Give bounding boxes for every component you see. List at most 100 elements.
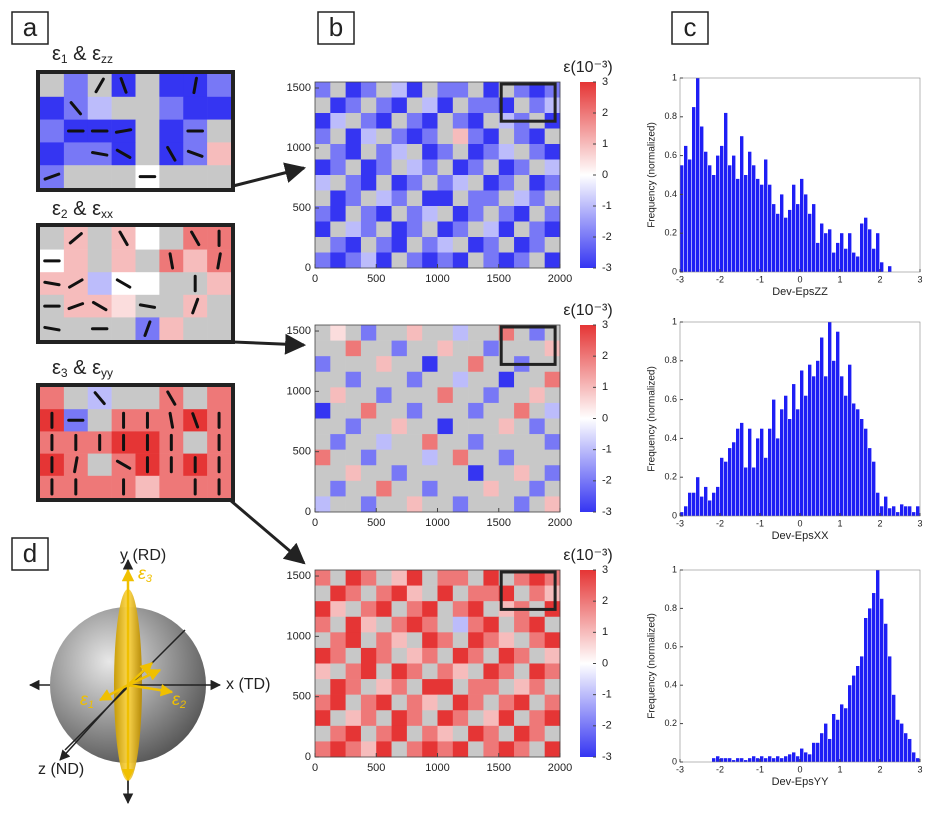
heatmap-cell [468,434,484,450]
histogram-bar [848,364,852,516]
histogram-bar [888,656,892,762]
histogram-bar [828,229,832,272]
heatmap-cell [529,128,545,145]
y-tick-label: 0.8 [664,111,677,121]
missing-cell [529,252,545,269]
histogram-bar [780,194,784,272]
histogram-bar [712,175,716,272]
missing-cell [422,371,438,388]
heatmap-cell [391,679,408,695]
missing-cell [422,418,438,435]
heatmap-cell [498,252,515,269]
missing-cell [330,402,346,419]
missing-cell [63,317,89,341]
missing-cell [514,663,530,680]
missing-cell [391,252,408,269]
heatmap-cell [529,418,545,435]
heatmap-cell [315,570,331,586]
heatmap-cell [498,221,515,238]
missing-cell [452,144,469,160]
heatmap-cell [376,387,392,404]
heatmap-cell [422,434,438,450]
heatmap-cell [422,725,438,742]
histogram-bar [808,213,812,272]
heatmap-cell [544,694,561,711]
x-tick-label: 500 [367,762,385,774]
missing-cell [498,128,515,145]
missing-cell [391,449,408,466]
missing-cell [330,221,346,238]
heatmap-cell [345,252,362,269]
missing-cell [544,480,561,497]
histogram-bar [788,209,792,272]
heatmap-cell [360,496,377,513]
heatmap-cell [452,663,469,680]
histogram-bar [716,756,720,762]
x-tick-label: 1500 [487,273,511,285]
heatmap-cell [468,694,484,711]
histogram-bar [692,492,696,516]
heatmap-cell [406,694,423,711]
missing-cell [183,387,208,410]
heatmap-cell [544,340,561,357]
y-tick-label: 500 [293,202,311,214]
missing-cell [345,601,362,618]
heatmap-cell [406,710,423,727]
heatmap-cell [360,325,377,341]
histogram-bar [844,395,848,516]
eps2-label: ε2 [172,689,186,711]
missing-cell [468,480,484,497]
heatmap-cell [468,725,484,742]
heatmap-cell [544,710,561,727]
x-tick-label: -1 [756,764,764,774]
heatmap-cell [529,632,545,649]
missing-cell [468,741,484,758]
heatmap-cell [452,741,469,758]
histogram-bar [848,233,852,272]
zoom-frame [36,383,235,502]
heatmap-cell [330,434,346,450]
missing-cell [498,402,515,419]
histogram-bar [832,714,836,762]
histogram-bar [712,492,716,516]
missing-cell [514,371,530,388]
x-tick-label: -2 [716,274,724,284]
heatmap-cell [406,128,423,145]
missing-cell [330,128,346,145]
heatmap-cell [544,159,561,176]
missing-cell [468,663,484,680]
histogram-bar [768,756,772,762]
missing-cell [452,237,469,253]
missing-cell [315,434,331,450]
histogram-bar [888,266,892,272]
heatmap-cell [391,82,408,98]
heatmap-cell [40,387,65,410]
heatmap-cell [452,82,469,98]
heatmap-cell [483,144,500,160]
missing-cell [498,190,515,207]
heatmap-cell [376,647,392,664]
missing-cell [468,449,484,466]
heatmap-cell [514,616,530,633]
missing-cell [437,113,454,129]
histogram-bar [748,428,752,516]
heatmap-cell [391,585,408,602]
heatmap-cell [330,325,346,341]
heatmap-cell [406,371,423,388]
missing-cell [183,317,208,341]
heatmap-cell [406,325,423,341]
axis-label: x (TD) [226,676,270,693]
missing-cell [315,679,331,695]
colorbar-tick-label: -1 [602,444,612,456]
histogram-bar [840,704,844,762]
missing-cell [330,496,346,513]
y-axis-label: Frequency (normalized) [647,366,658,472]
missing-cell [544,449,561,466]
missing-cell [111,165,136,189]
missing-cell [406,237,423,253]
heatmap-cell [406,82,423,98]
histogram-bar [796,409,800,516]
heatmap-cell [376,190,392,207]
missing-cell [330,418,346,435]
histogram-bar [804,194,808,272]
